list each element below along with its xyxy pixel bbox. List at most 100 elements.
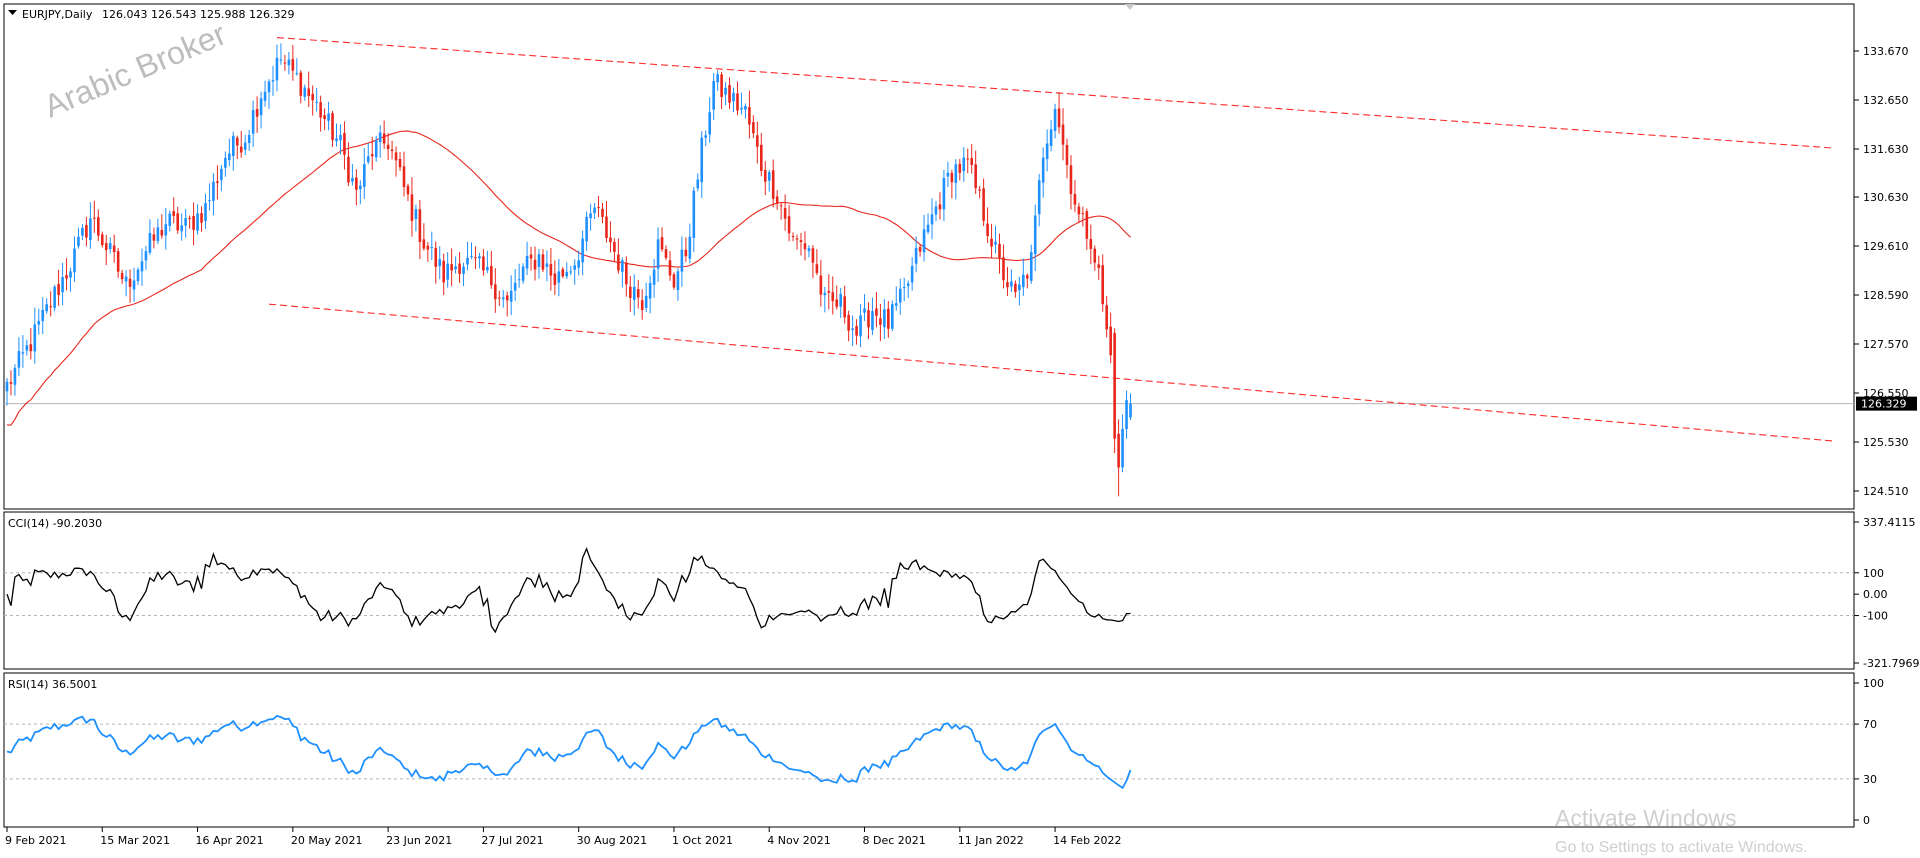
candle-body — [81, 227, 84, 236]
cci-axis-label: 0.00 — [1863, 588, 1888, 601]
candle-body — [279, 59, 283, 61]
candle-body — [196, 213, 199, 231]
candle-body — [136, 269, 140, 282]
price-axis-label: 125.530 — [1863, 436, 1909, 449]
candle-body — [370, 154, 374, 157]
price-axis-label: 127.570 — [1863, 338, 1909, 351]
candle-body — [414, 209, 418, 220]
candle-body — [787, 216, 791, 234]
candle-body — [442, 260, 445, 283]
candle-body — [982, 188, 985, 221]
symbol-label: EURJPY,Daily — [22, 8, 93, 21]
time-axis-label: 27 Jul 2021 — [481, 834, 543, 847]
candle-body — [621, 260, 624, 272]
candle-body — [752, 122, 755, 134]
candle-body — [347, 156, 350, 183]
candle-body — [529, 254, 533, 259]
candle-body — [1113, 332, 1116, 439]
chevron-down-icon[interactable] — [8, 10, 17, 15]
candle-body — [490, 265, 493, 286]
candle-body — [807, 248, 811, 252]
candle-body — [458, 263, 461, 274]
candle-body — [438, 259, 442, 267]
candle-body — [545, 263, 549, 267]
candle-body — [1033, 215, 1037, 255]
candle-body — [53, 286, 56, 308]
candle-body — [732, 92, 735, 102]
candle-body — [1093, 248, 1097, 263]
candle-body — [585, 216, 588, 242]
candle-body — [672, 274, 676, 288]
ohlc-readout: 126.043 126.543 125.988 126.329 — [102, 8, 294, 21]
candle-body — [216, 181, 219, 183]
candle-body — [696, 179, 700, 189]
rsi-axis-label: 70 — [1863, 718, 1877, 731]
candle-body — [998, 243, 1001, 258]
candle-body — [482, 256, 485, 271]
candle-body — [156, 227, 160, 242]
candle-body — [632, 286, 636, 300]
cci-axis-label: 100 — [1863, 567, 1884, 580]
candle-body — [1117, 433, 1120, 468]
candle-body — [986, 223, 989, 237]
candle-body — [767, 172, 771, 181]
candle-body — [418, 209, 422, 243]
candle-body — [140, 261, 144, 272]
candle-body — [1125, 400, 1128, 430]
candle-body — [180, 225, 183, 232]
candle-body — [851, 328, 854, 330]
candle-body — [37, 321, 41, 325]
candle-body — [525, 255, 529, 269]
candle-body — [1077, 206, 1081, 215]
candle-body — [212, 181, 215, 201]
candle-body — [625, 263, 628, 285]
candle-body — [553, 273, 557, 285]
candle-body — [224, 157, 227, 168]
candle-body — [5, 381, 9, 392]
price-axis-label: 131.630 — [1863, 143, 1909, 156]
candle-body — [1073, 193, 1077, 205]
candle-body — [763, 169, 767, 182]
candle-body — [930, 214, 934, 225]
candle-body — [144, 251, 148, 261]
candle-body — [61, 277, 64, 293]
candle-body — [942, 178, 946, 210]
candle-body — [613, 241, 616, 252]
candle-body — [239, 146, 243, 153]
candle-body — [1085, 211, 1089, 239]
candle-body — [307, 88, 311, 97]
candle-body — [839, 293, 842, 307]
price-axis-label: 132.650 — [1863, 94, 1909, 107]
time-axis-label: 15 Mar 2021 — [100, 834, 170, 847]
candle-body — [831, 292, 835, 302]
candle-body — [509, 290, 513, 302]
cci-title: CCI(14) -90.2030 — [8, 517, 102, 530]
candle-body — [970, 158, 974, 165]
candle-body — [1022, 274, 1025, 288]
candle-body — [894, 303, 898, 306]
candle-body — [29, 344, 33, 352]
candle-body — [287, 59, 291, 66]
candle-body — [700, 137, 704, 183]
candle-body — [863, 308, 866, 313]
candle-body — [1041, 157, 1045, 183]
candle-body — [394, 152, 398, 161]
candle-body — [978, 189, 981, 191]
cci-panel-frame — [3, 511, 1855, 670]
candle-body — [664, 249, 668, 258]
shift-marker-icon[interactable] — [1125, 4, 1135, 10]
candle-body — [835, 299, 839, 307]
candle-body — [859, 315, 862, 337]
candle-body — [636, 289, 640, 298]
candle-body — [176, 213, 180, 231]
candle-body — [148, 233, 152, 253]
candle-body — [1129, 403, 1132, 418]
candle-body — [120, 273, 124, 280]
activate-windows-title: Activate Windows — [1555, 805, 1737, 831]
candle-body — [879, 318, 882, 325]
candle-body — [1002, 257, 1005, 281]
candle-body — [823, 292, 827, 296]
candle-body — [1089, 238, 1093, 249]
rsi-line — [6, 714, 1132, 790]
